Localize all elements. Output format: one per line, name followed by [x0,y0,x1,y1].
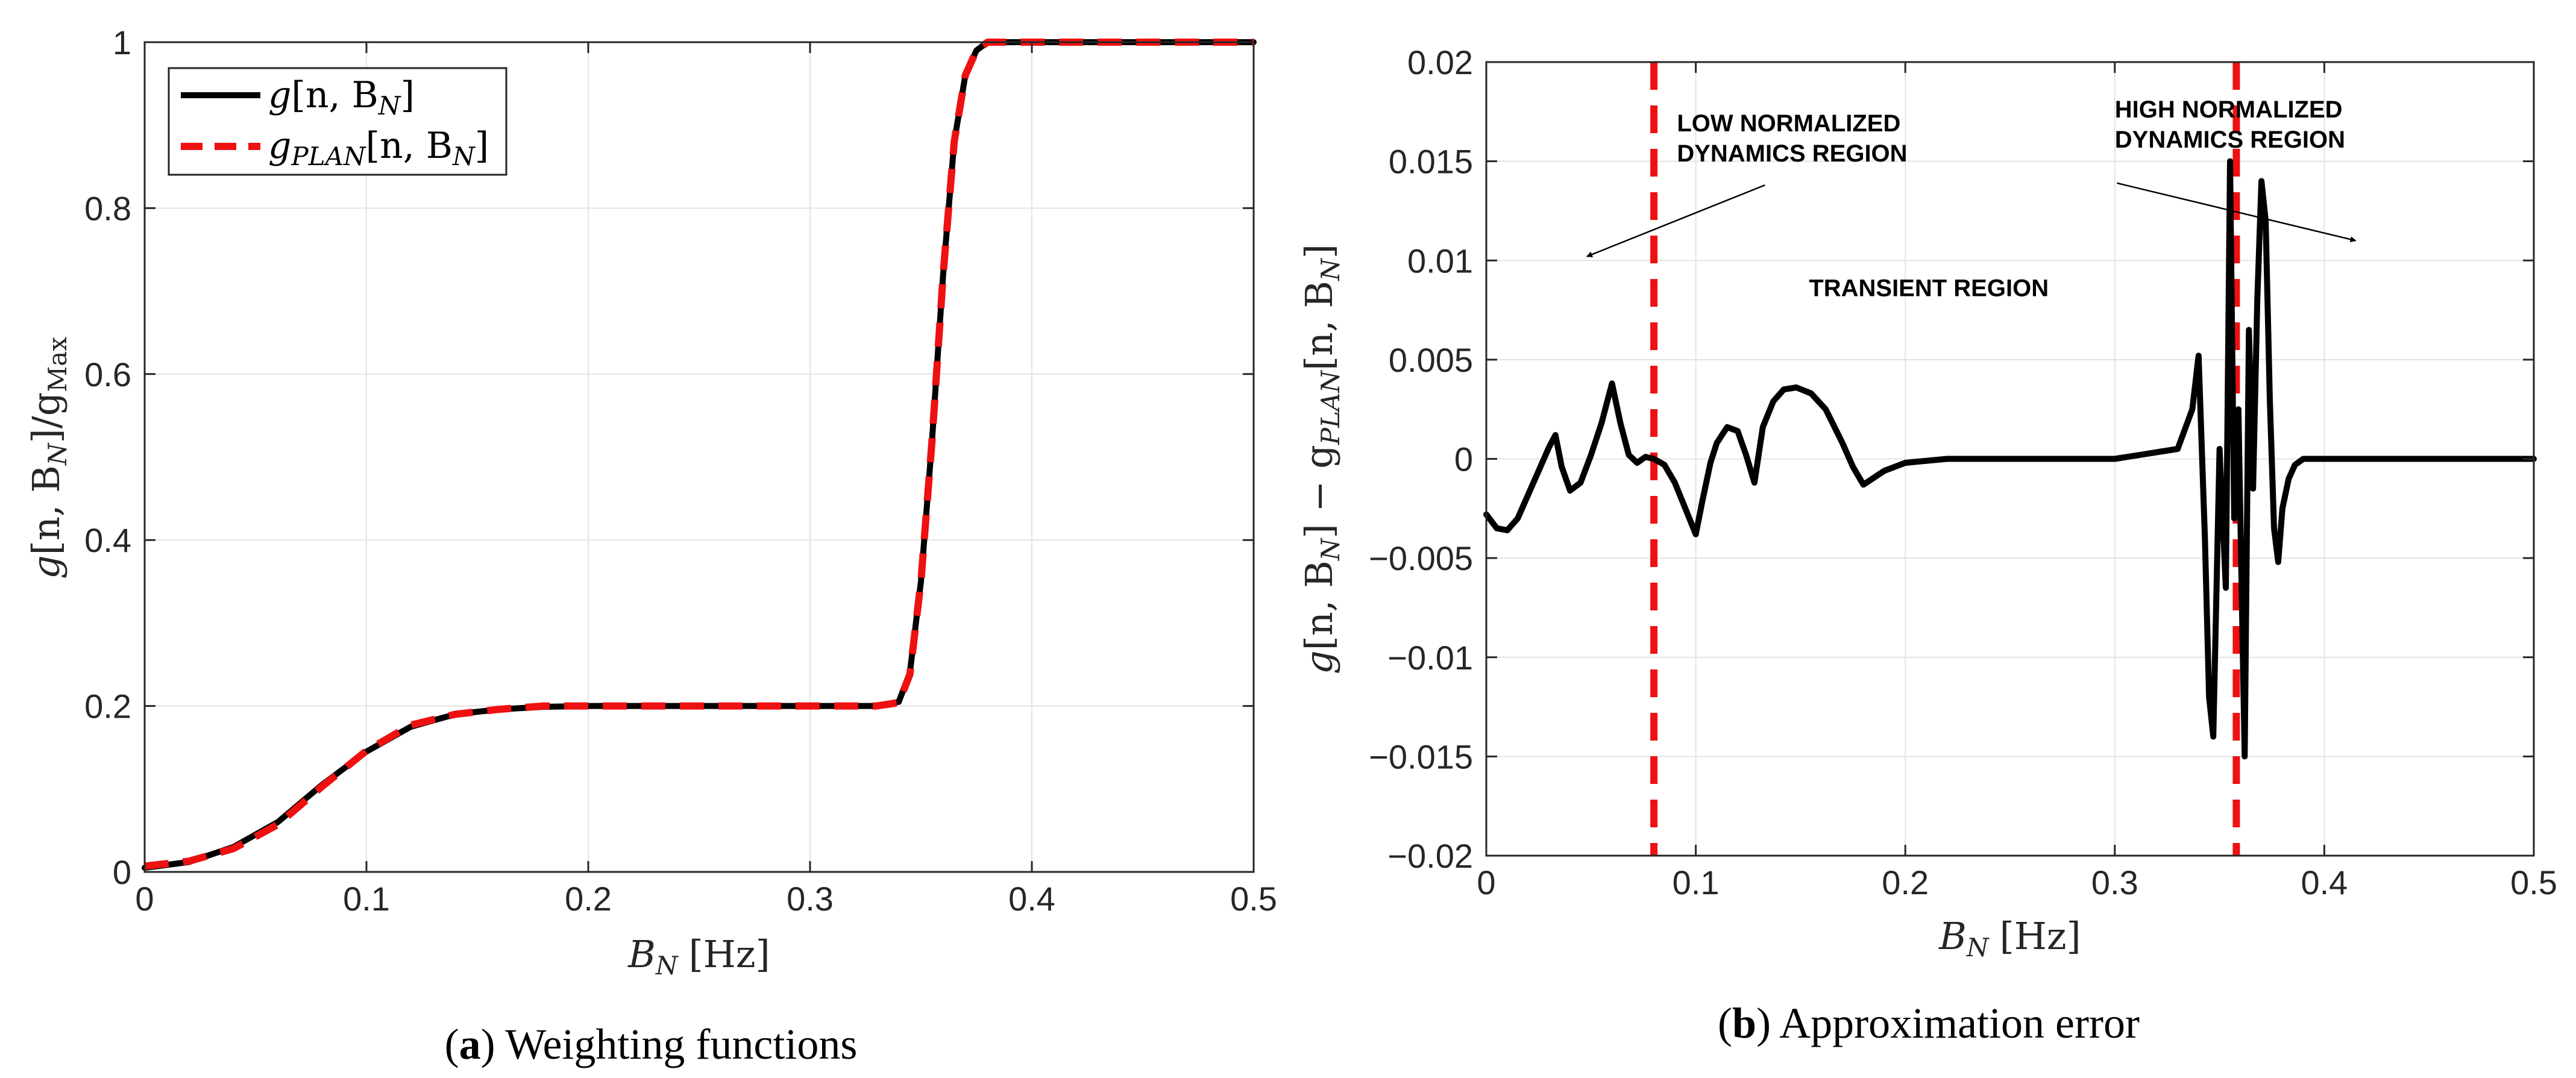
x-tick-label: 0.4 [1008,880,1055,918]
y-tick-label: 1 [113,24,131,61]
annotation-arrow [2116,182,2357,243]
y-tick-label: −0.02 [1387,837,1473,875]
panel-a-x-axis-label: BN [Hz] [627,932,770,980]
x-tick-label: 0.5 [1230,880,1277,918]
y-tick-label: −0.015 [1369,738,1473,776]
panel-b-annotations: LOW NORMALIZED DYNAMICS REGION HIGH NORM… [1586,96,2357,302]
panel-b-y-axis-label: g[n, BN] − gPLAN[n, BN] [1297,244,1345,674]
legend-box [168,67,507,176]
annotation-low-line2: DYNAMICS REGION [1677,140,1907,167]
annotation-transient: TRANSIENT REGION [1809,275,2049,302]
y-tick-label: 0.005 [1389,341,1473,379]
panel-a-legend: g[n, BN] gPLAN[n, BN] [168,67,507,176]
x-tick-label: 0.1 [1673,863,1720,901]
y-tick-label: 0.8 [84,189,131,227]
y-tick-label: 0.01 [1407,242,1473,280]
annotation-arrow [1586,184,1765,257]
y-tick-label: 0.2 [84,688,131,725]
x-tick-label: 0.3 [787,880,834,918]
y-tick-label: 0.4 [84,521,131,559]
x-tick-label: 0.4 [2301,863,2348,901]
panel-a-axes-box [143,41,1255,873]
x-tick-label: 0 [135,880,154,918]
annotation-high-line2: DYNAMICS REGION [2115,127,2345,153]
y-tick-label: 0 [1454,440,1473,478]
panel-a-y-axis-label: g[n, BN]/gMax [24,337,72,579]
x-tick-label: 0.2 [565,880,612,918]
x-tick-label: 0.1 [343,880,390,918]
annotation-high-line1: HIGH NORMALIZED [2115,96,2343,123]
x-tick-label: 0.2 [1882,863,1929,901]
legend-entry-g: g[n, BN] [268,74,415,121]
y-tick-label: −0.005 [1369,539,1473,577]
y-tick-label: 0 [113,853,131,891]
panel-a-weighting-functions: 0 0.1 0.2 0.3 0.4 0.5 0 0.2 0.4 0.6 0.8 1 g[n, BN] … [24,24,1277,1068]
x-tick-label: 0.3 [2091,863,2138,901]
panel-b-ticks: 0 0.1 0.2 0.3 0.4 0.5 −0.02 −0.015 −0.01 −0.005 0 0… [1369,43,2557,901]
x-tick-label: 0 [1477,863,1495,901]
panel-b-caption: (b) Approximation error [1718,999,2140,1047]
panel-b-approximation-error: 0 0.1 0.2 0.3 0.4 0.5 −0.02 −0.015 −0.01 −0.005 0 0… [1297,43,2557,1047]
panel-b-x-axis-label: BN [Hz] [1938,914,2081,962]
panel-b-series [1483,158,2537,760]
y-tick-label: −0.01 [1387,639,1473,677]
panel-a-series [142,39,1257,871]
series-line-0 [1483,158,2537,760]
y-tick-label: 0.02 [1407,43,1473,81]
annotation-low-line1: LOW NORMALIZED [1677,110,1900,137]
legend-entry-gplan: gPLAN[n, BN] [268,125,489,171]
panel-a-ticks: 0 0.1 0.2 0.3 0.4 0.5 0 0.2 0.4 0.6 0.8 1 [84,24,1277,918]
y-tick-label: 0.6 [84,356,131,393]
panel-a-caption: (a) Weighting functions [445,1020,858,1068]
y-tick-label: 0.015 [1389,143,1473,181]
x-tick-label: 0.5 [2510,863,2557,901]
series-line-1 [144,39,1254,870]
